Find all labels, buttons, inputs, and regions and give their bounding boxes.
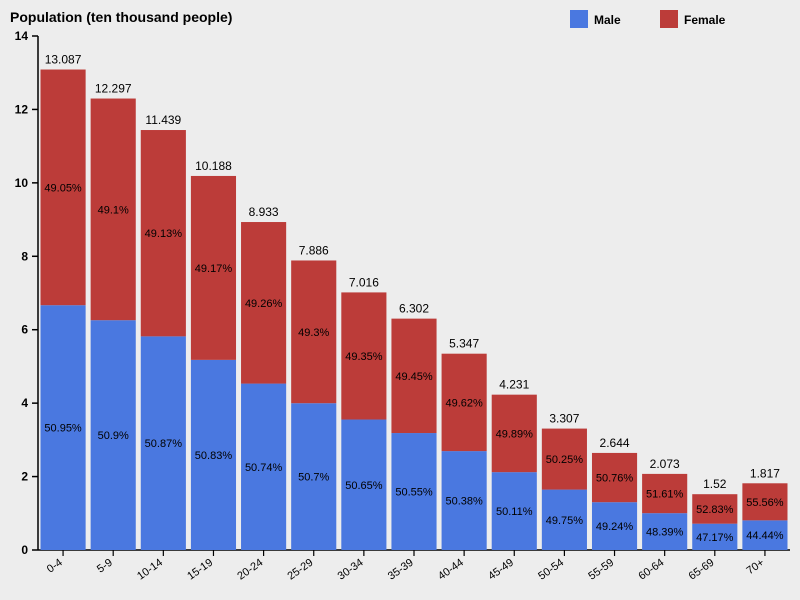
y-tick-label: 10 (15, 176, 29, 190)
bar-total-label: 2.073 (650, 457, 680, 471)
bar-total-label: 5.347 (449, 337, 479, 351)
bar-male-pct: 50.55% (395, 487, 433, 499)
bar-female-pct: 50.76% (596, 473, 634, 485)
bar-female-pct: 49.13% (145, 228, 183, 240)
bar-male-pct: 50.74% (245, 462, 283, 474)
bar-total-label: 13.087 (45, 53, 82, 67)
bar-female-pct: 49.3% (298, 327, 329, 339)
legend-swatch-female (660, 10, 678, 28)
legend-swatch-male (570, 10, 588, 28)
bar-male-pct: 50.87% (145, 438, 183, 450)
bar-total-label: 2.644 (600, 436, 630, 450)
bar-total-label: 4.231 (499, 378, 529, 392)
chart-title: Population (ten thousand people) (10, 9, 232, 25)
bar-female-pct: 55.56% (746, 497, 784, 509)
y-tick-label: 6 (21, 323, 28, 337)
y-tick-label: 2 (21, 470, 28, 484)
bar-male-pct: 50.95% (44, 423, 82, 435)
bar-total-label: 7.886 (299, 243, 329, 257)
bar-male-pct: 48.39% (646, 527, 684, 539)
bar-total-label: 12.297 (95, 82, 132, 96)
bar-female-pct: 50.25% (546, 454, 584, 466)
bar-male-pct: 50.9% (98, 430, 129, 442)
bar-female-pct: 49.26% (245, 298, 283, 310)
bar-male-pct: 50.83% (195, 450, 233, 462)
bar-male-pct: 49.24% (596, 521, 634, 533)
bar-female-pct: 49.35% (345, 351, 383, 363)
bar-female-pct: 49.62% (445, 397, 483, 409)
bar-total-label: 6.302 (399, 302, 429, 316)
bar-female-pct: 49.1% (98, 204, 129, 216)
bar-female-pct: 51.61% (646, 489, 684, 501)
legend-label-female: Female (684, 13, 726, 27)
y-tick-label: 12 (15, 102, 29, 116)
bar-male-pct: 47.17% (696, 532, 734, 544)
bar-total-label: 3.307 (549, 412, 579, 426)
bar-female-pct: 52.83% (696, 504, 734, 516)
bar-female-pct: 49.45% (395, 371, 433, 383)
y-tick-label: 0 (21, 543, 28, 557)
legend-label-male: Male (594, 13, 621, 27)
y-tick-label: 4 (21, 396, 28, 410)
bar-male-pct: 44.44% (746, 530, 784, 542)
bar-female-pct: 49.17% (195, 263, 233, 275)
bar-male-pct: 50.7% (298, 472, 329, 484)
bar-total-label: 1.817 (750, 466, 780, 480)
bar-male-pct: 50.65% (345, 480, 383, 492)
y-tick-label: 14 (15, 29, 29, 43)
bar-male-pct: 49.75% (546, 515, 584, 527)
bar-total-label: 7.016 (349, 275, 379, 289)
population-stacked-bar-chart: Population (ten thousand people) Male Fema… (0, 0, 800, 600)
bar-male-pct: 50.38% (445, 496, 483, 508)
bar-total-label: 8.933 (249, 205, 279, 219)
bar-female-pct: 49.89% (496, 428, 534, 440)
bar-total-label: 11.439 (145, 113, 181, 127)
bar-male-pct: 50.11% (496, 506, 533, 518)
bar-total-label: 10.188 (195, 159, 232, 173)
y-tick-label: 8 (21, 249, 28, 263)
bar-female-pct: 49.05% (44, 182, 82, 194)
bar-total-label: 1.52 (703, 477, 727, 491)
